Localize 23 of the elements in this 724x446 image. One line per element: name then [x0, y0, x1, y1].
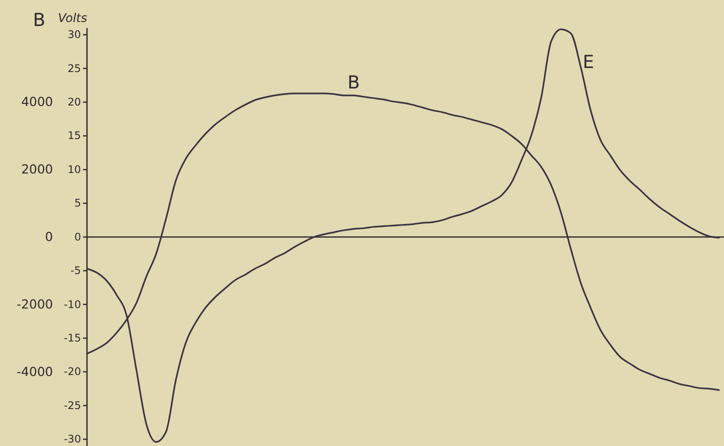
- y-tick-label: -30: [64, 434, 81, 446]
- y-tick-label: -20: [64, 366, 81, 378]
- y2-tick-label: 0: [45, 229, 54, 244]
- y2-tick-label: 2000: [21, 162, 54, 177]
- y-tick-label: 15: [68, 130, 81, 142]
- y-tick-label: -5: [70, 265, 81, 278]
- y-tick-label: 5: [74, 198, 81, 210]
- y-tick-label: 30: [68, 29, 81, 42]
- y2-tick-label: -2000: [16, 296, 54, 312]
- y-tick-label: -25: [64, 400, 81, 412]
- line-series: [86, 28, 720, 443]
- y2-tick-label: 4000: [21, 94, 54, 110]
- y-tick-label: 25: [68, 62, 81, 75]
- y2-tick-label: -4000: [16, 364, 54, 379]
- y-tick-label: 20: [68, 96, 81, 109]
- y-tick-label: -15: [64, 332, 81, 344]
- y-axis-title: Volts: [58, 11, 88, 25]
- y-tick-label: 0: [74, 231, 81, 244]
- series-label: B: [347, 72, 360, 94]
- series-label: E: [582, 52, 594, 74]
- y-tick-label: -10: [64, 298, 81, 311]
- y-tick-label: 10: [68, 164, 81, 176]
- y2-axis-title: B: [33, 10, 46, 31]
